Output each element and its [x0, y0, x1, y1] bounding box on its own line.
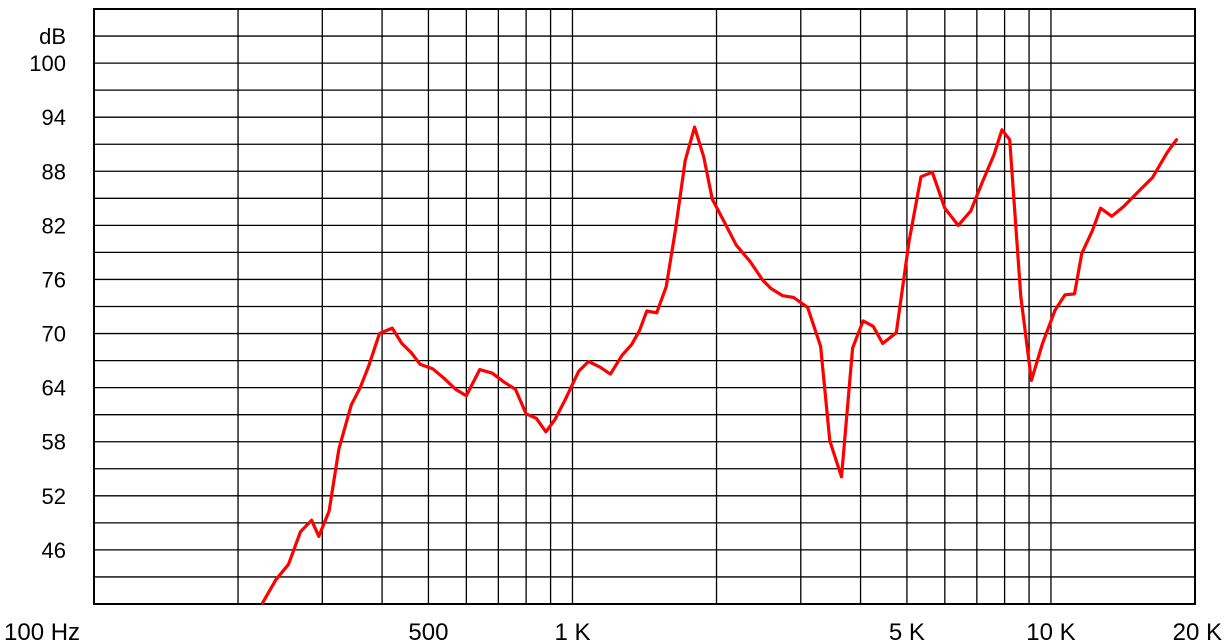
- y-tick-label: 76: [42, 267, 66, 292]
- x-tick-label: 100 Hz: [4, 619, 80, 644]
- plot-frame: [93, 8, 1196, 605]
- x-tick-label: 20 K: [1173, 619, 1222, 644]
- y-tick-label: 82: [42, 213, 66, 238]
- y-tick-label: 88: [42, 159, 66, 184]
- response-curve-line: [260, 125, 1179, 605]
- y-tick-label: 100: [29, 51, 66, 76]
- x-tick-label: 500: [408, 619, 448, 644]
- x-tick-label: 1 K: [554, 619, 590, 644]
- y-tick-label: 58: [42, 430, 66, 455]
- horizontal-gridlines: [94, 8, 1195, 605]
- y-tick-label: 64: [42, 376, 66, 401]
- y-tick-label: 52: [42, 484, 66, 509]
- y-tick-label: 94: [42, 105, 66, 130]
- x-axis-tick-labels: 100 Hz 500 1 K 5 K 10 K 20 K: [4, 619, 1222, 644]
- y-tick-label: 46: [42, 538, 66, 563]
- y-tick-label: 70: [42, 322, 66, 347]
- y-tick-label: dB: [39, 24, 66, 49]
- series-layer: [260, 125, 1179, 605]
- x-tick-label: 10 K: [1026, 619, 1075, 644]
- x-tick-label: 5 K: [889, 619, 925, 644]
